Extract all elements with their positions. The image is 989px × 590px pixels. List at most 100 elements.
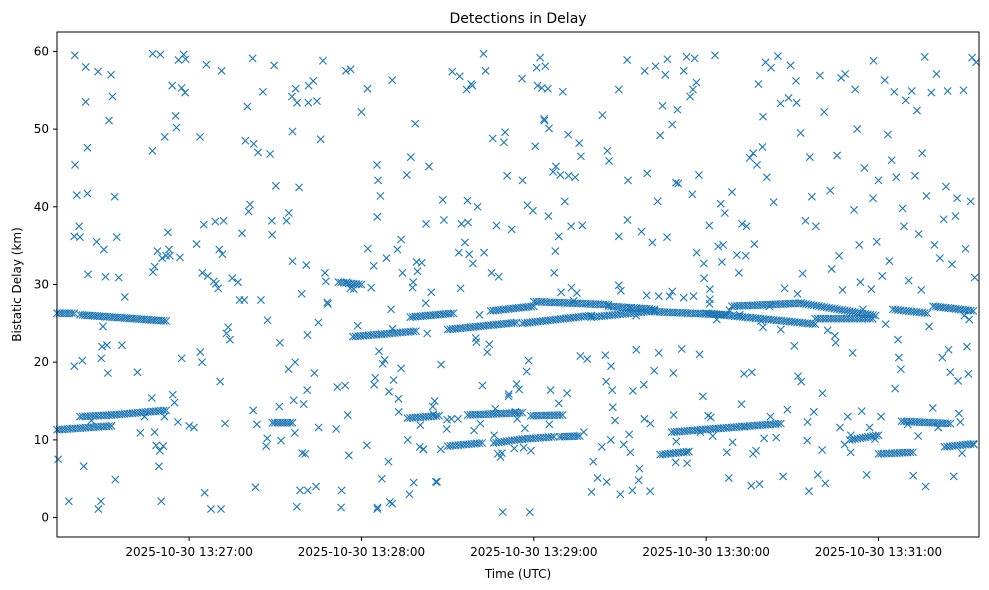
data-point [776,419,785,428]
data-point [769,198,778,207]
data-point [318,56,327,65]
data-point [217,66,226,75]
data-point [162,406,171,415]
data-point [910,171,919,180]
data-point [320,268,329,277]
data-point [196,348,205,357]
data-point [148,146,157,155]
data-point [738,219,747,228]
data-point [745,153,754,162]
data-point [94,67,103,76]
data-point [454,248,463,257]
data-point [416,421,425,430]
data-point [99,245,108,254]
data-point [192,240,201,249]
marker-layer [53,49,981,517]
data-point [962,342,971,351]
data-point [111,475,120,484]
data-point [162,317,171,326]
data-point [423,329,432,338]
data-point [179,50,188,59]
data-point [162,251,171,260]
data-point [838,285,847,294]
data-point [284,209,293,218]
data-point [690,54,699,63]
data-point [522,367,531,376]
data-point [969,440,978,449]
data-point [337,503,346,512]
data-point [140,412,149,421]
data-point [388,76,397,85]
data-point [692,248,701,257]
data-point [672,437,681,446]
data-point [606,435,615,444]
data-point [853,125,862,134]
data-point [507,225,516,234]
data-point [284,365,293,374]
data-point [468,259,477,268]
data-point [510,444,519,453]
data-point [614,232,623,241]
data-point [951,212,960,221]
data-point [809,407,818,416]
data-point [818,445,827,454]
data-point [932,69,941,78]
data-point [107,421,116,430]
data-point [646,419,655,428]
data-point [402,170,411,179]
data-point [289,396,298,405]
data-point [712,315,721,324]
data-point [954,376,963,385]
data-point [970,273,979,282]
data-point [682,52,691,61]
data-point [275,338,284,347]
data-point [922,191,931,200]
data-point [114,273,123,282]
data-point [560,197,569,206]
data-point [711,51,720,60]
data-point [774,419,783,428]
x-axis-label: Time (UTC) [484,567,551,581]
data-point [288,257,297,266]
data-point [70,51,79,60]
data-point [222,329,231,338]
data-point [887,156,896,165]
data-point [371,373,380,382]
data-point [811,222,820,231]
data-point [266,149,275,158]
data-point [475,439,484,448]
data-point [904,276,913,285]
data-point [747,481,756,490]
data-point [150,262,159,271]
y-tick-label: 50 [34,122,49,136]
data-point [353,321,362,330]
data-point [846,448,855,457]
data-point [303,486,312,495]
data-point [934,423,943,432]
data-point [780,284,789,293]
data-point [397,235,406,244]
data-point [468,81,477,90]
data-point [946,368,955,377]
data-point [798,269,807,278]
data-point [160,412,169,421]
data-point [171,111,180,120]
data-point [153,247,162,256]
data-point [460,238,469,247]
data-point [344,451,353,460]
data-point [155,446,164,455]
data-point [705,285,714,294]
data-point [157,497,166,506]
data-point [872,237,881,246]
data-point [504,390,513,399]
data-point [688,190,697,199]
data-point [626,448,635,457]
data-point [742,222,751,231]
data-point [578,221,587,230]
data-point [626,303,635,312]
data-point [512,379,521,388]
data-point [540,115,549,124]
data-point [949,472,958,481]
data-point [394,394,403,403]
data-point [679,66,688,75]
